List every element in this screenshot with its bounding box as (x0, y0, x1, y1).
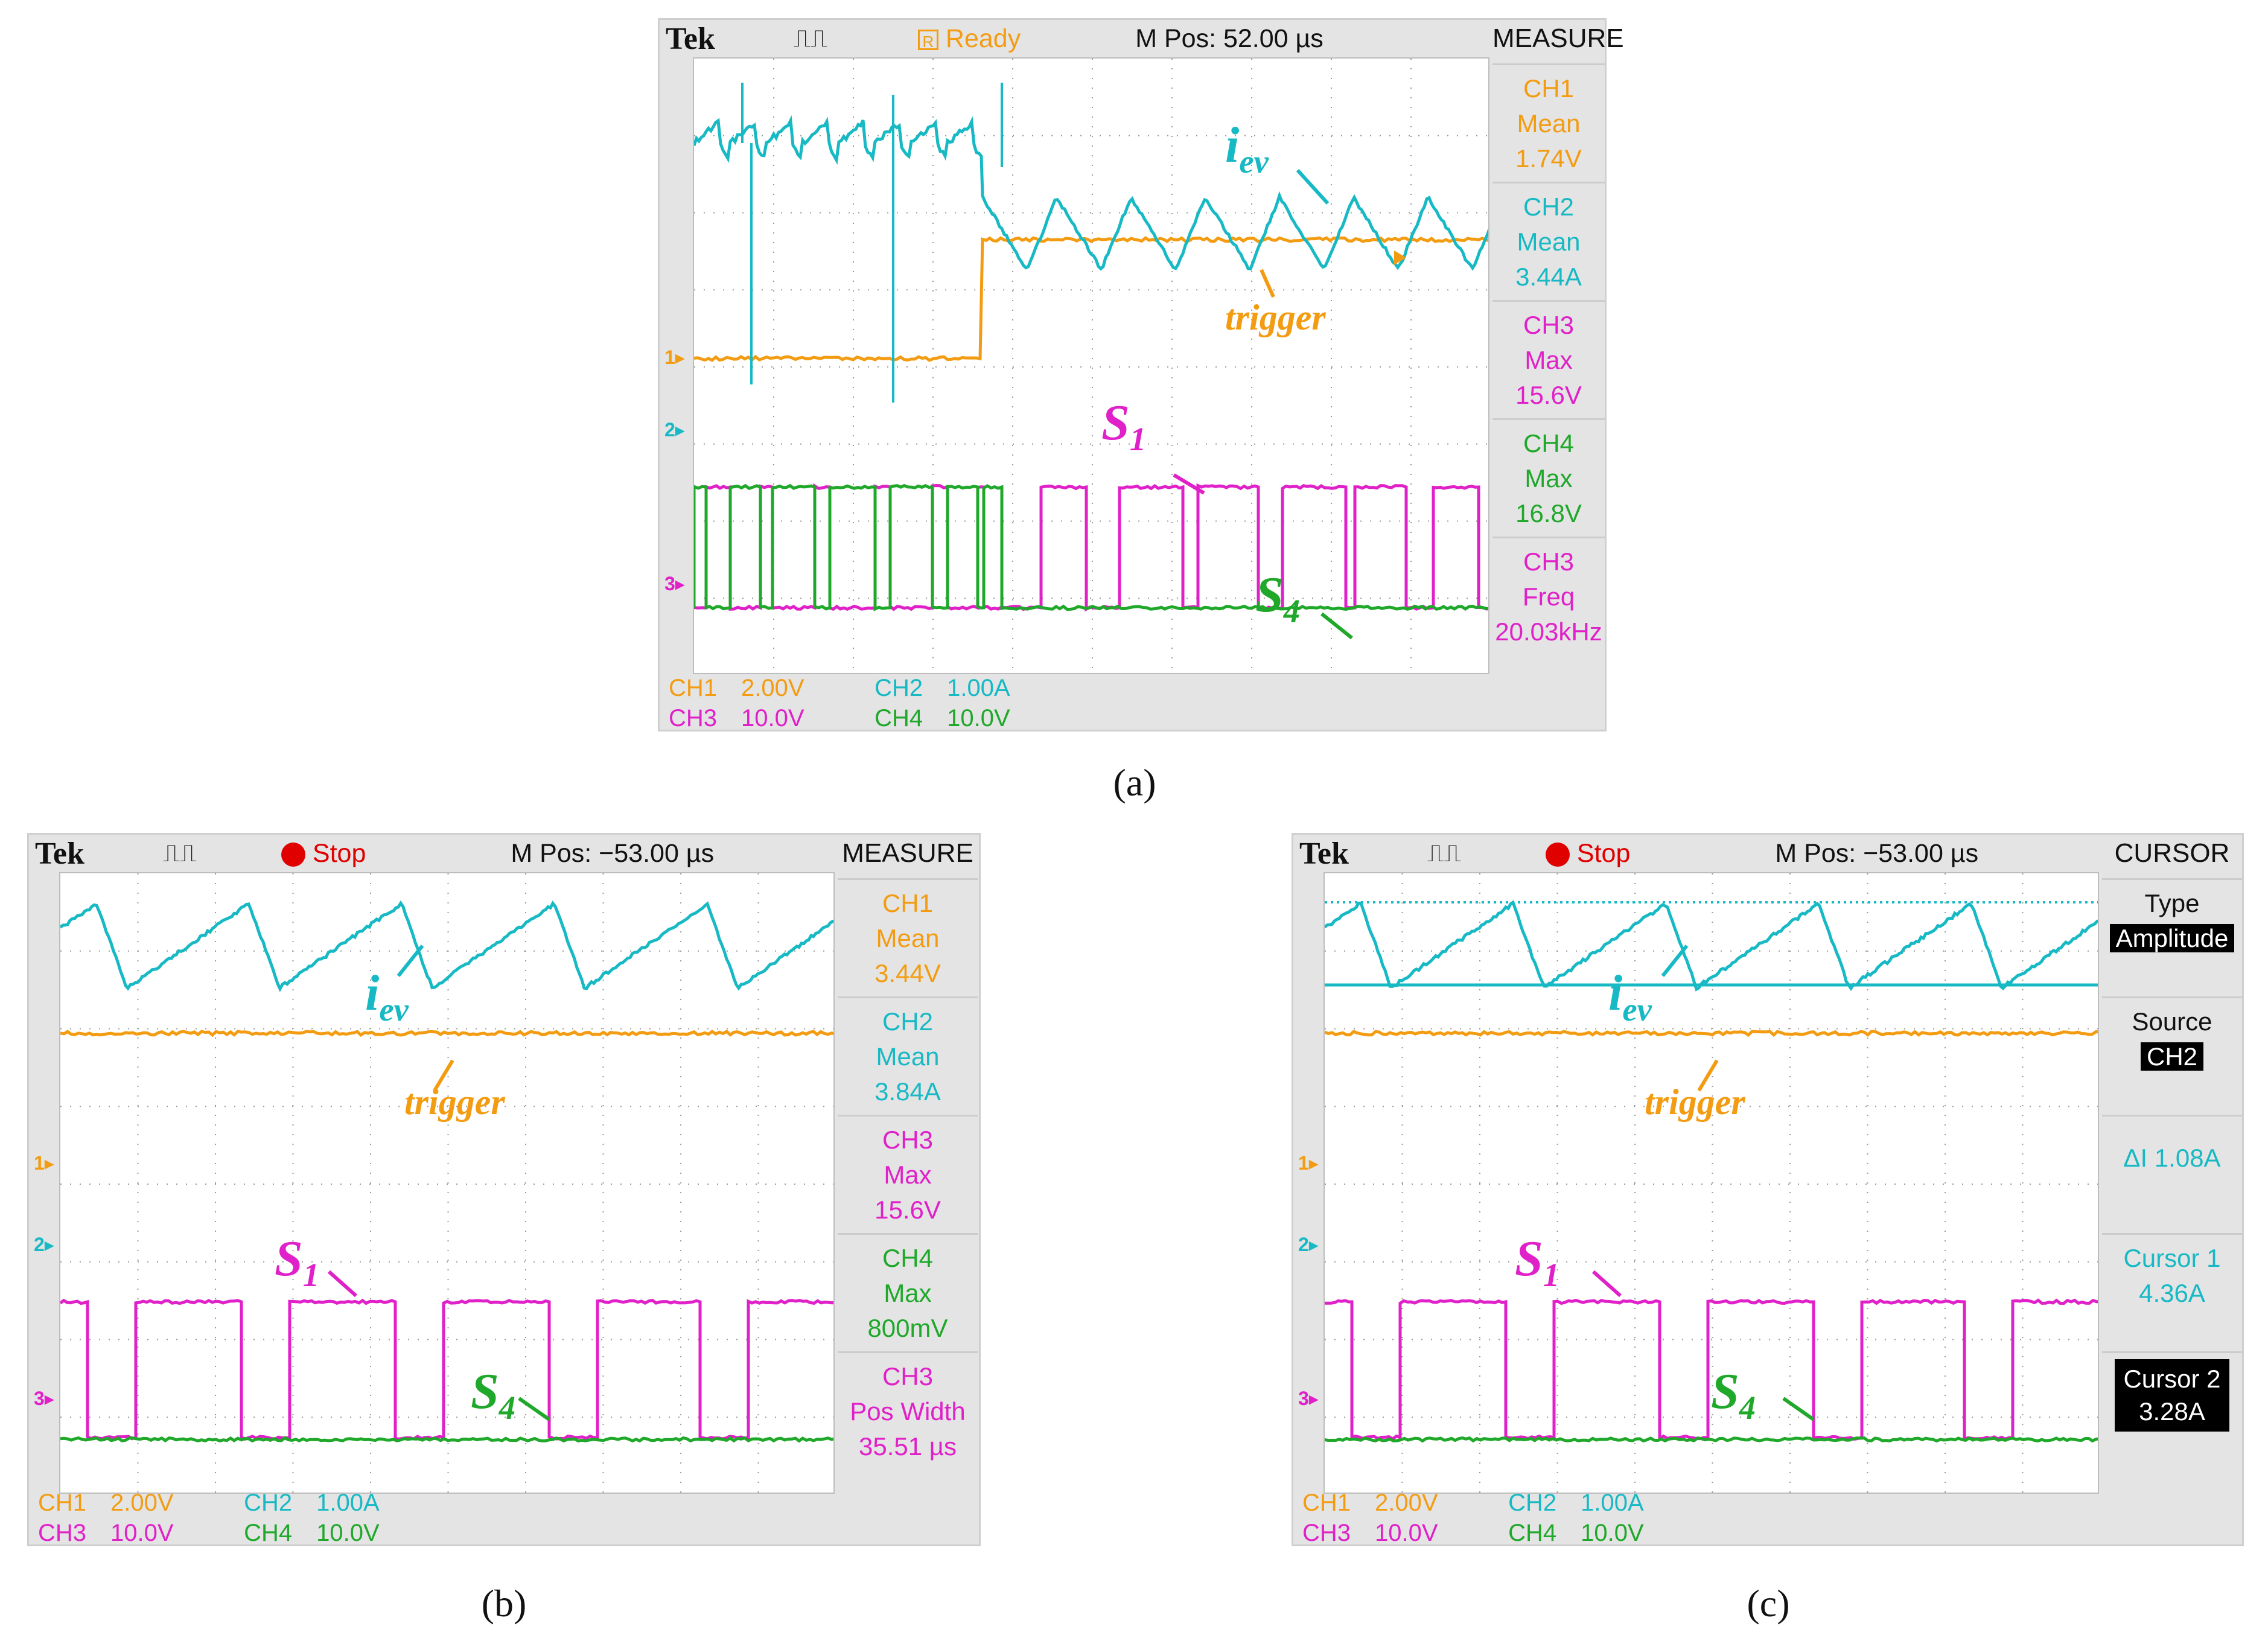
scale-row-1: CH1 2.00V CH2 1.00A (38, 1490, 431, 1517)
ch3-marker: 3▸ (664, 572, 685, 595)
status-stop: Stop (1546, 839, 1630, 868)
waveform-plot-b (60, 873, 835, 1494)
measure-2[interactable]: CH2 Mean 3.84A (838, 996, 978, 1115)
status-label: Ready (946, 24, 1021, 53)
scale-row-2: CH3 10.0V CH4 10.0V (38, 1520, 431, 1547)
label-trigger: trigger (1645, 1082, 1745, 1123)
status-ready: R Ready (918, 24, 1021, 54)
brand-label: Tek (35, 836, 84, 871)
measure-2[interactable]: CH2 Mean 3.44A (1492, 182, 1605, 300)
measure-3[interactable]: CH3 Max 15.6V (1492, 300, 1605, 418)
scope-panel-b: Tek ⎍⎍ Stop M Pos: −53.00 µs iev trigger… (27, 833, 981, 1546)
brand-label: Tek (666, 21, 715, 57)
label-iev: iev (1608, 964, 1652, 1028)
cursor-source[interactable]: Source CH2 (2102, 996, 2242, 1115)
scope-panel-c: Tek ⎍⎍ Stop M Pos: −53.00 µs iev trigger… (1292, 833, 2244, 1546)
measure-4[interactable]: CH4 Max 16.8V (1492, 418, 1605, 537)
annotation-arrow (329, 1272, 356, 1296)
brand-label: Tek (1299, 836, 1349, 871)
scope-panel-a: Tek ⎍⎍ R Ready M Pos: 52.00 µs iev trigge… (658, 18, 1607, 731)
measure-menu-a: MEASURE CH1 Mean 1.74V CH2 Mean 3.44A CH3 Max… (1492, 20, 1605, 678)
mpos-label: M Pos: 52.00 µs (1135, 24, 1324, 54)
ready-icon: R (918, 30, 938, 50)
mpos-label: M Pos: −53.00 µs (511, 839, 714, 868)
ch2-marker: 2▸ (1298, 1233, 1319, 1256)
trace-iev (60, 903, 835, 989)
annotation-arrow (1663, 946, 1687, 976)
trace-trigger (1325, 1031, 2099, 1035)
scale-row-2: CH3 10.0V CH4 10.0V (669, 705, 1062, 732)
measure-5[interactable]: CH3 Freq 20.03kHz (1492, 537, 1605, 657)
waveform-screen-b: iev trigger S1 S4 (59, 872, 835, 1494)
status-label: Stop (1577, 839, 1630, 868)
trace-s4 (60, 1438, 835, 1441)
cursor-type[interactable]: Type Amplitude (2102, 878, 2242, 996)
menu-title: MEASURE (1492, 20, 1605, 57)
trace-s1 (60, 1301, 835, 1439)
label-s1: S1 (1101, 394, 1146, 458)
label-trigger: trigger (404, 1082, 505, 1123)
ch2-marker: 2▸ (34, 1233, 54, 1256)
annotation-arrow (1298, 170, 1328, 203)
waveform-plot-a (694, 59, 1489, 674)
label-s4: S4 (1711, 1362, 1756, 1427)
waveform-screen-c: iev trigger S1 S4 (1324, 872, 2099, 1494)
trace-iev (1325, 902, 2099, 989)
stop-icon (281, 843, 305, 867)
acquisition-icon: ⎍⎍ (794, 25, 827, 53)
label-trigger: trigger (1225, 297, 1326, 339)
annotation-arrow (1783, 1398, 1814, 1420)
acquisition-icon: ⎍⎍ (163, 840, 197, 867)
annotation-arrow (1593, 1272, 1620, 1296)
cursor-1[interactable]: Cursor 1 4.36A (2102, 1233, 2242, 1351)
label-s4: S4 (1255, 566, 1300, 630)
measure-1[interactable]: CH1 Mean 1.74V (1492, 63, 1605, 182)
label-s4: S4 (471, 1362, 515, 1427)
scale-row-1: CH1 2.00V CH2 1.00A (1302, 1490, 1695, 1517)
ch3-marker: 3▸ (1298, 1387, 1319, 1410)
measure-3[interactable]: CH3 Max 15.6V (838, 1115, 978, 1233)
annotation-arrow (1322, 614, 1352, 638)
measure-1[interactable]: CH1 Mean 3.44V (838, 878, 978, 996)
annotation-arrow (1174, 475, 1204, 493)
mpos-label: M Pos: −53.00 µs (1775, 839, 1978, 868)
annotation-arrow (1261, 270, 1273, 297)
label-iev: iev (1225, 116, 1269, 180)
caption-b: (b) (444, 1581, 564, 1626)
status-label: Stop (313, 839, 366, 868)
cursor-menu-c: CURSOR Type Amplitude Source CH2 ΔI 1.08A … (2102, 835, 2242, 1493)
measure-menu-b: MEASURE CH1 Mean 3.44V CH2 Mean 3.84A CH3 Max… (838, 835, 978, 1493)
caption-c: (c) (1708, 1581, 1829, 1626)
scale-row-2: CH3 10.0V CH4 10.0V (1302, 1520, 1695, 1547)
label-s1: S1 (1515, 1229, 1559, 1294)
scope-header-b: Tek ⎍⎍ Stop M Pos: −53.00 µs (35, 835, 838, 872)
ch1-marker: 1▸ (1298, 1152, 1319, 1174)
ch2-marker: 2▸ (664, 418, 685, 441)
status-stop: Stop (281, 839, 366, 868)
scope-header-a: Tek ⎍⎍ R Ready M Pos: 52.00 µs (666, 20, 1499, 57)
ch3-marker: 3▸ (34, 1387, 54, 1410)
cursor-2[interactable]: Cursor 2 3.28A (2102, 1351, 2242, 1472)
waveform-screen-a: iev trigger S1 S4 (693, 57, 1489, 674)
measure-5[interactable]: CH3 Pos Width 35.51 µs (838, 1351, 978, 1472)
scale-row-1: CH1 2.00V CH2 1.00A (669, 675, 1062, 702)
annotation-arrow (519, 1398, 549, 1420)
trace-trigger (60, 1031, 835, 1035)
label-s1: S1 (275, 1229, 319, 1294)
label-iev: iev (365, 964, 409, 1028)
caption-a: (a) (1074, 760, 1195, 805)
cursor-delta: ΔI 1.08A (2102, 1115, 2242, 1233)
scope-header-c: Tek ⎍⎍ Stop M Pos: −53.00 µs (1299, 835, 2102, 872)
ch1-marker: 1▸ (664, 346, 685, 369)
stop-icon (1546, 843, 1570, 867)
ch1-marker: 1▸ (34, 1152, 54, 1174)
measure-4[interactable]: CH4 Max 800mV (838, 1233, 978, 1351)
menu-title: MEASURE (838, 835, 978, 872)
menu-title: CURSOR (2102, 835, 2242, 872)
acquisition-icon: ⎍⎍ (1427, 840, 1461, 867)
